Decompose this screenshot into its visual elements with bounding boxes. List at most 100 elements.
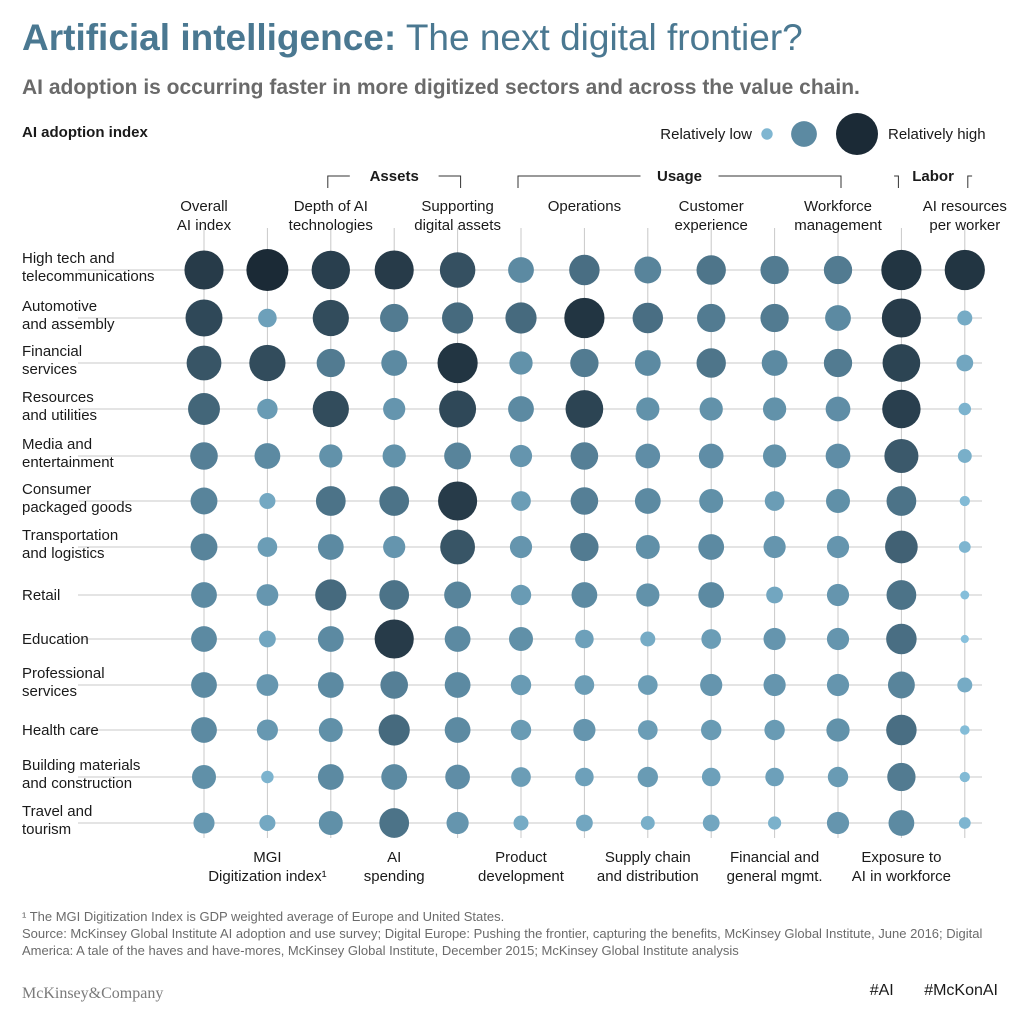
bubble [564, 297, 605, 339]
bubble [570, 487, 599, 515]
column-label-bottom: AI spending [364, 849, 425, 885]
bubble [575, 629, 594, 649]
legend-bubble-2 [836, 113, 878, 155]
row-label: Financial services [22, 343, 82, 378]
hashtag-mckonai[interactable]: #McKonAI [924, 982, 998, 999]
bubble [570, 348, 599, 378]
bubble [827, 766, 849, 788]
bubble [632, 302, 664, 334]
bubble [513, 815, 529, 831]
bubble [762, 444, 787, 468]
bubble [826, 718, 850, 742]
bubble [886, 486, 917, 516]
legend-bubble-1 [791, 121, 817, 147]
column-label-top: AI resources per worker [923, 198, 1007, 234]
bubble [383, 397, 406, 421]
bubble [887, 762, 916, 792]
bubble [565, 390, 604, 428]
bubble [699, 397, 723, 421]
bubble [763, 673, 786, 697]
bubble [246, 249, 289, 291]
bubble [635, 443, 661, 469]
group-bracket-left [327, 175, 350, 188]
bubble [439, 390, 477, 428]
bubble [315, 486, 346, 516]
bubble [697, 303, 726, 333]
bubble [312, 390, 349, 428]
group-label-labor: Labor [912, 168, 954, 185]
bubble [636, 397, 660, 421]
bubble [944, 249, 985, 291]
bubble [383, 535, 406, 559]
bubble [701, 767, 721, 787]
bubble [444, 626, 471, 652]
bubble [825, 396, 851, 422]
bubble [881, 249, 922, 291]
bubble [826, 535, 850, 559]
bubble [190, 533, 218, 561]
bubble [508, 257, 534, 283]
row-label: Education [22, 631, 89, 648]
bubble [882, 344, 921, 382]
bubble [191, 717, 217, 743]
row-label: High tech and telecommunications [22, 250, 155, 285]
column-label-bottom: Supply chain and distribution [597, 849, 699, 885]
bubble [444, 442, 472, 470]
bubble [259, 630, 276, 648]
bubble [317, 764, 344, 790]
bubble [509, 444, 533, 468]
bubble [826, 811, 850, 835]
bubble [192, 765, 216, 789]
bubble [437, 342, 478, 384]
bubble [768, 816, 782, 830]
bubble [319, 444, 343, 468]
row-label: Building materials and construction [22, 757, 140, 792]
bubble [190, 487, 218, 515]
bubble [508, 396, 534, 422]
page-subtitle: AI adoption is occurring faster in more … [22, 76, 860, 99]
bubble [959, 771, 970, 783]
bubble [438, 481, 478, 521]
column-label-top: Overall AI index [177, 198, 232, 234]
bubble [888, 810, 915, 836]
bubble [570, 532, 599, 562]
bubble [640, 816, 655, 830]
bubble [960, 634, 969, 644]
bubble [571, 582, 598, 608]
bubble [318, 811, 343, 835]
bubble [311, 250, 350, 290]
bubble [634, 256, 662, 284]
bubble [256, 584, 279, 606]
group-bracket-right [438, 175, 462, 188]
bubble [317, 672, 344, 698]
bubble [634, 350, 661, 376]
hashtag-ai[interactable]: #AI [869, 982, 894, 999]
bubble [190, 442, 218, 470]
bubble [702, 814, 720, 832]
column-label-bottom: Exposure to AI in workforce [852, 849, 951, 885]
footer-notes: ¹ The MGI Digitization Index is GDP weig… [22, 908, 1007, 959]
bubble [698, 443, 724, 469]
bubble [316, 348, 345, 378]
bubble [442, 302, 474, 334]
column-label-top: Workforce management [794, 198, 882, 234]
bubble [760, 255, 789, 285]
bubble [960, 590, 970, 600]
bubble [191, 626, 217, 652]
bubble [882, 389, 921, 429]
group-label-assets: Assets [370, 168, 419, 185]
bubble [445, 764, 470, 790]
row-label: Resources and utilities [22, 389, 97, 424]
bubble [191, 672, 217, 698]
bubble [760, 303, 789, 333]
bubble [823, 348, 853, 378]
bubble [574, 675, 595, 695]
bubble [763, 535, 786, 559]
bubble [378, 714, 410, 746]
bubble [957, 677, 973, 693]
bubble [764, 719, 785, 741]
bubble [256, 674, 279, 696]
legend-bubble-0 [761, 128, 773, 140]
bubble [259, 814, 276, 832]
row-label: Transportation and logistics [22, 527, 118, 562]
